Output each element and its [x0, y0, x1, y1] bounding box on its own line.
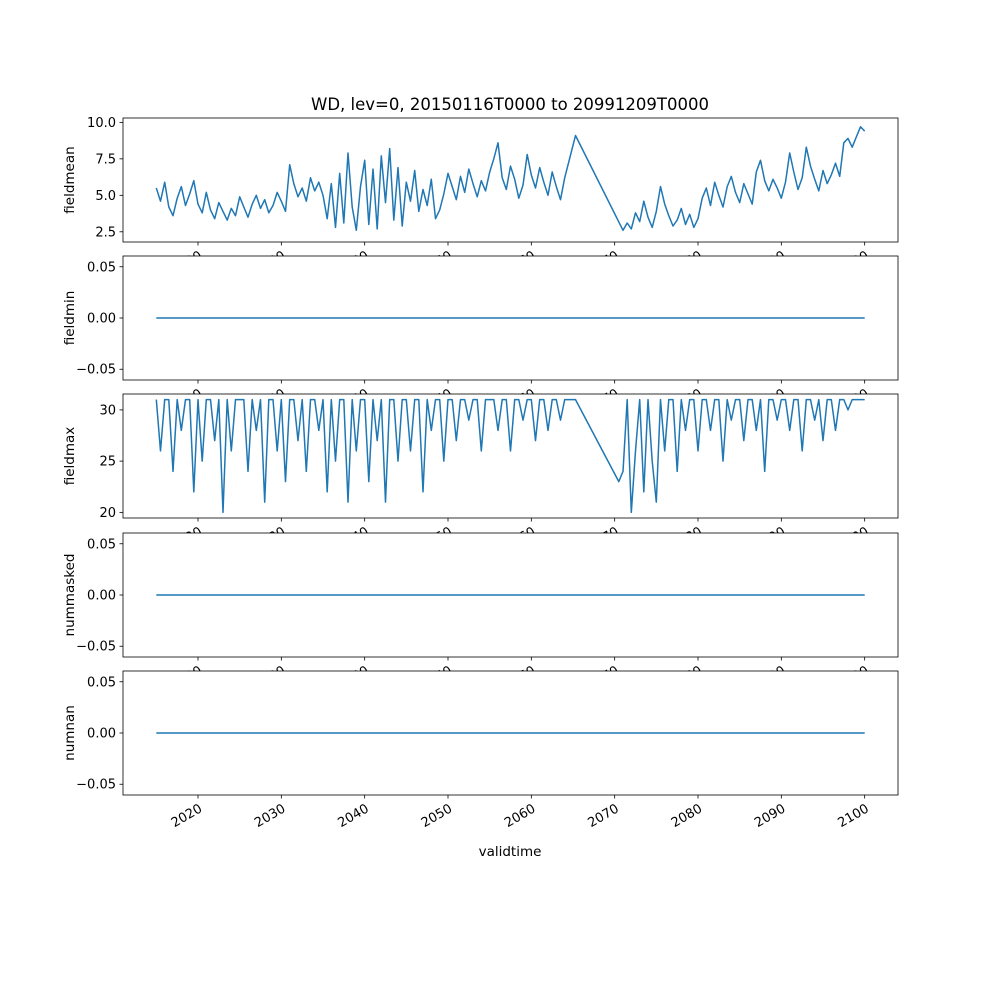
- y-tick-label: −0.05: [76, 778, 116, 793]
- x-tick-label: 2060: [502, 801, 538, 831]
- x-tick-label: 2090: [752, 801, 788, 831]
- y-axis-label-nummasked: nummasked: [62, 554, 78, 637]
- x-tick-label: 2080: [669, 801, 705, 831]
- x-tick-label: 2030: [252, 801, 288, 831]
- y-tick-label: 5.0: [95, 189, 116, 204]
- axes-frame: [122, 255, 899, 381]
- series-line-fieldmean: [155, 126, 866, 232]
- y-tick-label: 0.05: [87, 260, 116, 275]
- y-axis-label-fieldmean: fieldmean: [62, 146, 78, 213]
- y-tick-label: 7.5: [95, 152, 116, 167]
- axes-frame: [122, 117, 899, 243]
- y-tick-label: 0.00: [87, 589, 116, 604]
- y-tick-label: 25: [99, 455, 116, 470]
- y-axis-label-fieldmin: fieldmin: [62, 291, 78, 346]
- subplot-nummasked: 202020302040205020602070208020902100−0.0…: [62, 532, 899, 693]
- x-tick-label: 2100: [836, 801, 872, 831]
- y-axis-label-fieldmax: fieldmax: [62, 427, 78, 486]
- series-line-fieldmax: [155, 398, 865, 514]
- x-tick-label: 2070: [586, 801, 622, 831]
- y-tick-label: −0.05: [76, 363, 116, 378]
- y-tick-label: −0.05: [76, 640, 116, 655]
- y-tick-label: 0.00: [87, 727, 116, 742]
- subplot-numnan: 2020 2030 2040 2050 2060 2070 2080 2090 2100 −0.0…: [62, 670, 899, 831]
- y-tick-label: 0.05: [87, 537, 116, 552]
- axes-frame: [122, 393, 899, 519]
- subplot-fieldmean: 2020203020402050206020702080209021002.55…: [62, 116, 899, 278]
- y-tick-label: 2.5: [95, 225, 116, 240]
- y-tick-label: 0.00: [87, 312, 116, 327]
- y-tick-label: 10.0: [87, 116, 116, 131]
- axes-frame: [122, 532, 899, 658]
- y-axis-label-numnan: numnan: [62, 705, 78, 761]
- x-tick-label: 2040: [336, 801, 372, 831]
- subplot-fieldmin: 202020302040205020602070208020902100−0.0…: [62, 255, 899, 416]
- x-tick-label: 2020: [169, 801, 205, 831]
- subplot-fieldmax: 2020203020402050206020702080209021002025…: [62, 393, 899, 554]
- y-tick-label: 30: [99, 403, 116, 418]
- chart-title: WD, lev=0, 20150116T0000 to 20991209T000…: [311, 95, 709, 114]
- subplots-group: 2020203020402050206020702080209021002.55…: [62, 116, 899, 831]
- y-tick-label: 20: [99, 506, 116, 521]
- y-tick-label: 0.05: [87, 675, 116, 690]
- x-tick-label: 2050: [419, 801, 455, 831]
- x-axis-label: validtime: [479, 844, 542, 860]
- axes-frame: [122, 670, 899, 796]
